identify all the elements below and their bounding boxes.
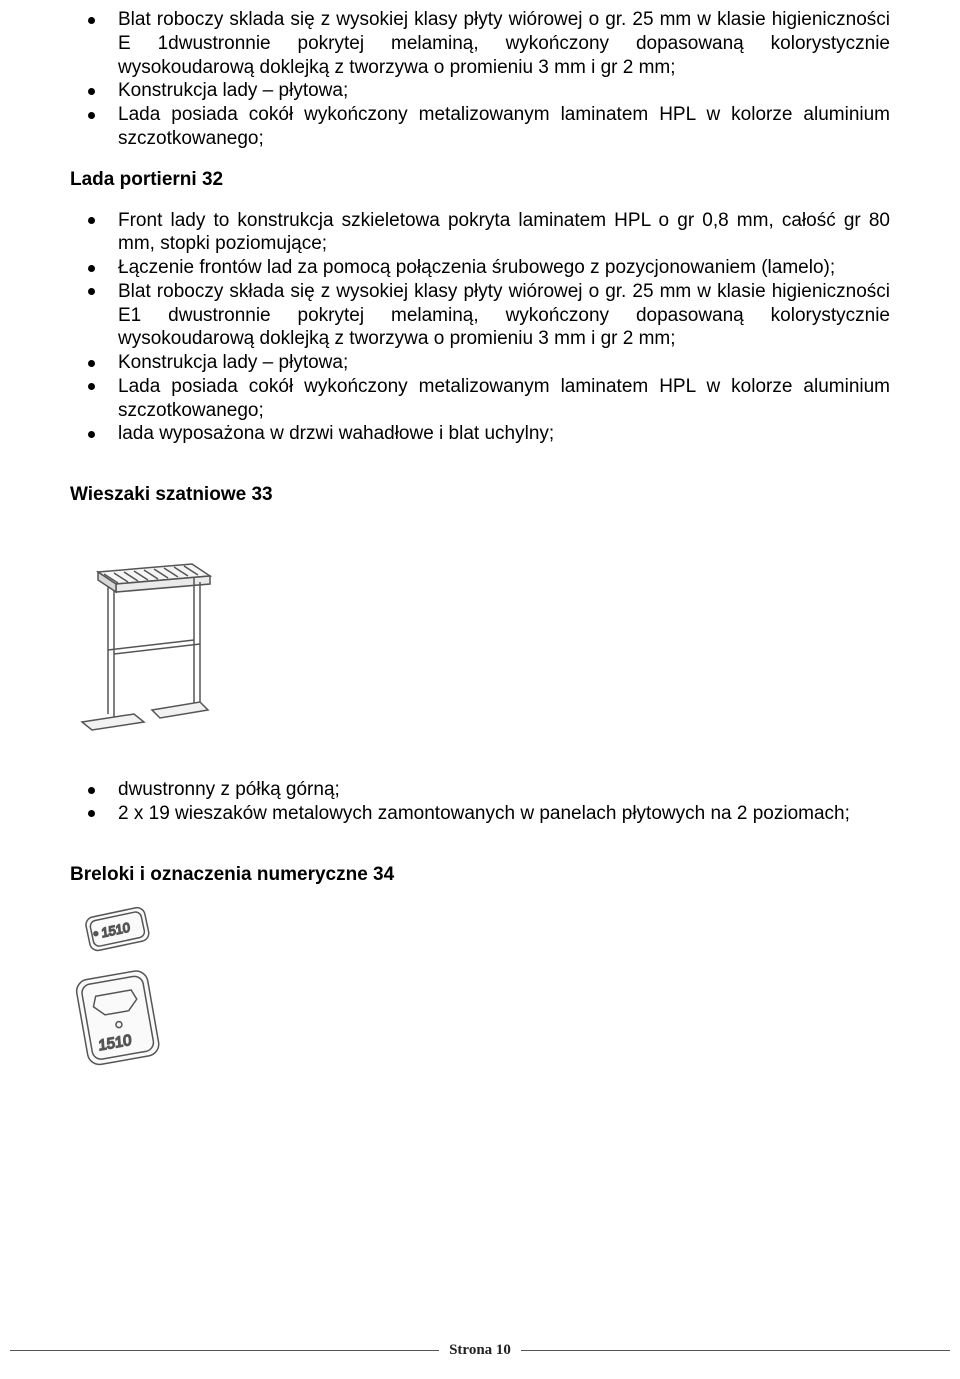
list-item: Lada posiada cokół wykończony metalizowa… bbox=[70, 375, 890, 423]
list-item: Blat roboczy składa się z wysokiej klasy… bbox=[70, 280, 890, 351]
page-footer: Strona 10 bbox=[0, 1342, 960, 1359]
bullet-list-1: Blat roboczy sklada się z wysokiej klasy… bbox=[70, 8, 890, 151]
list-item-text: Lada posiada cokół wykończony metalizowa… bbox=[118, 376, 890, 421]
list-item: Łączenie frontów lad za pomocą połączeni… bbox=[70, 256, 890, 280]
list-item-text: dwustronny z półką górną; bbox=[118, 779, 340, 800]
list-item-text: Konstrukcja lady – płytowa; bbox=[118, 352, 348, 373]
list-item-text: Blat roboczy sklada się z wysokiej klasy… bbox=[118, 9, 890, 78]
list-item: Lada posiada cokół wykończony metalizowa… bbox=[70, 103, 890, 151]
key-tags-illustration: 1510 1510 bbox=[70, 904, 890, 1084]
bullet-list-3: dwustronny z półką górną; 2 x 19 wieszak… bbox=[70, 778, 890, 826]
page-number: Strona 10 bbox=[449, 1342, 511, 1359]
bullet-list-2: Front lady to konstrukcja szkieletowa po… bbox=[70, 209, 890, 447]
list-item-text: Łączenie frontów lad za pomocą połączeni… bbox=[118, 257, 835, 278]
heading-wieszaki: Wieszaki szatniowe 33 bbox=[70, 484, 890, 506]
list-item: Konstrukcja lady – płytowa; bbox=[70, 351, 890, 375]
list-item-text: lada wyposażona w drzwi wahadłowe i blat… bbox=[118, 423, 554, 444]
list-item-text: Lada posiada cokół wykończony metalizowa… bbox=[118, 104, 890, 149]
list-item: Konstrukcja lady – płytowa; bbox=[70, 79, 890, 103]
heading-breloki: Breloki i oznaczenia numeryczne 34 bbox=[70, 864, 890, 886]
page: Blat roboczy sklada się z wysokiej klasy… bbox=[0, 0, 960, 1379]
list-item: 2 x 19 wieszaków metalowych zamontowanyc… bbox=[70, 802, 890, 826]
heading-lada-portierni: Lada portierni 32 bbox=[70, 169, 890, 191]
list-item-text: 2 x 19 wieszaków metalowych zamontowanyc… bbox=[118, 803, 850, 824]
list-item-text: Konstrukcja lady – płytowa; bbox=[118, 80, 348, 101]
list-item-text: Blat roboczy składa się z wysokiej klasy… bbox=[118, 281, 890, 350]
coat-rack-illustration bbox=[70, 554, 890, 754]
list-item: Front lady to konstrukcja szkieletowa po… bbox=[70, 209, 890, 257]
list-item-text: Front lady to konstrukcja szkieletowa po… bbox=[118, 210, 890, 255]
list-item: lada wyposażona w drzwi wahadłowe i blat… bbox=[70, 422, 890, 446]
list-item: Blat roboczy sklada się z wysokiej klasy… bbox=[70, 8, 890, 79]
list-item: dwustronny z półką górną; bbox=[70, 778, 890, 802]
